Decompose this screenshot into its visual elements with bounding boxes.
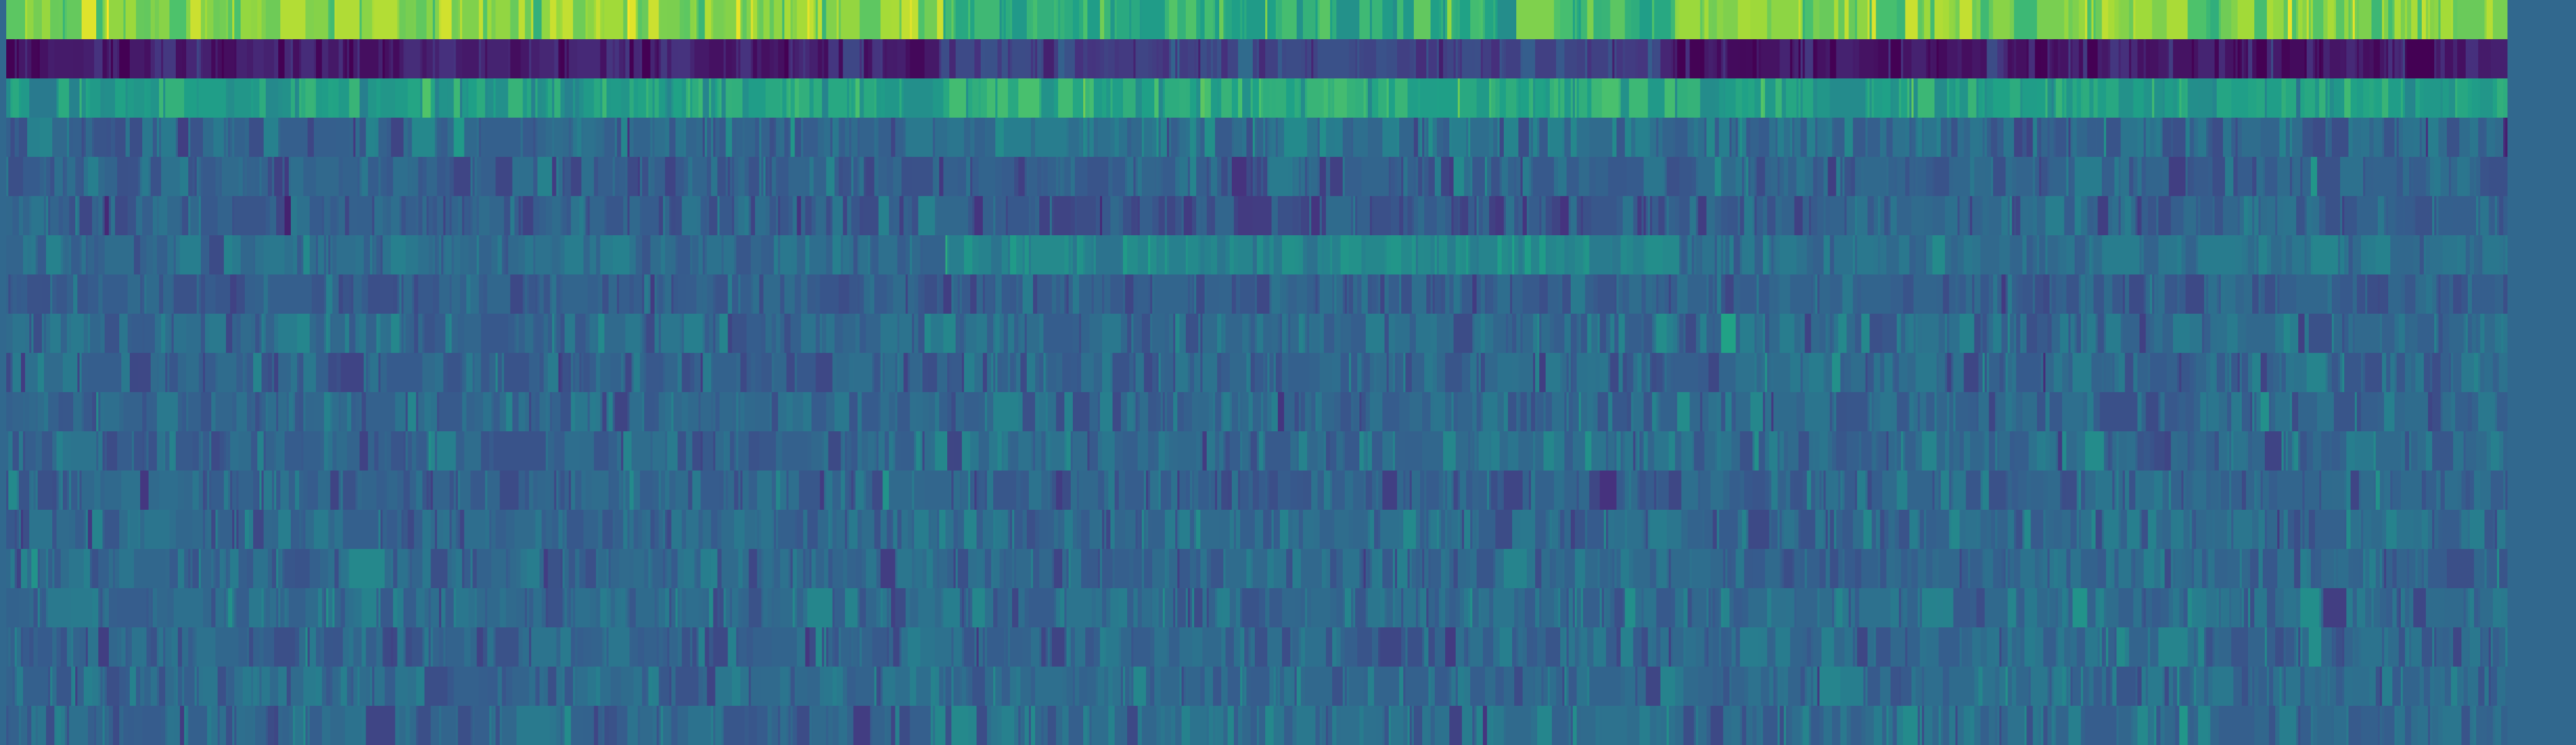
heatmap-row-17	[6, 667, 2516, 706]
heatmap-row-3	[6, 118, 2516, 157]
heatmap-row-16	[6, 627, 2516, 667]
heatmap-row-13	[6, 510, 2516, 549]
heatmap-row-15	[6, 588, 2516, 628]
heatmap-row-0	[6, 0, 2516, 40]
heatmap-row-11	[6, 431, 2516, 471]
heatmap-row-4	[6, 157, 2516, 197]
heatmap-row-14	[6, 549, 2516, 589]
heatmap-row-6	[6, 235, 2516, 275]
heatmap-row-18	[6, 706, 2516, 745]
heatmap-rows	[6, 0, 2516, 745]
heatmap-row-1	[6, 39, 2516, 79]
heatmap-row-12	[6, 471, 2516, 510]
heatmap-row-5	[6, 196, 2516, 236]
heatmap-row-2	[6, 78, 2516, 118]
heatmap-row-9	[6, 353, 2516, 393]
heatmap-row-10	[6, 392, 2516, 432]
heatmap-row-7	[6, 274, 2516, 314]
heatmap-row-8	[6, 314, 2516, 353]
